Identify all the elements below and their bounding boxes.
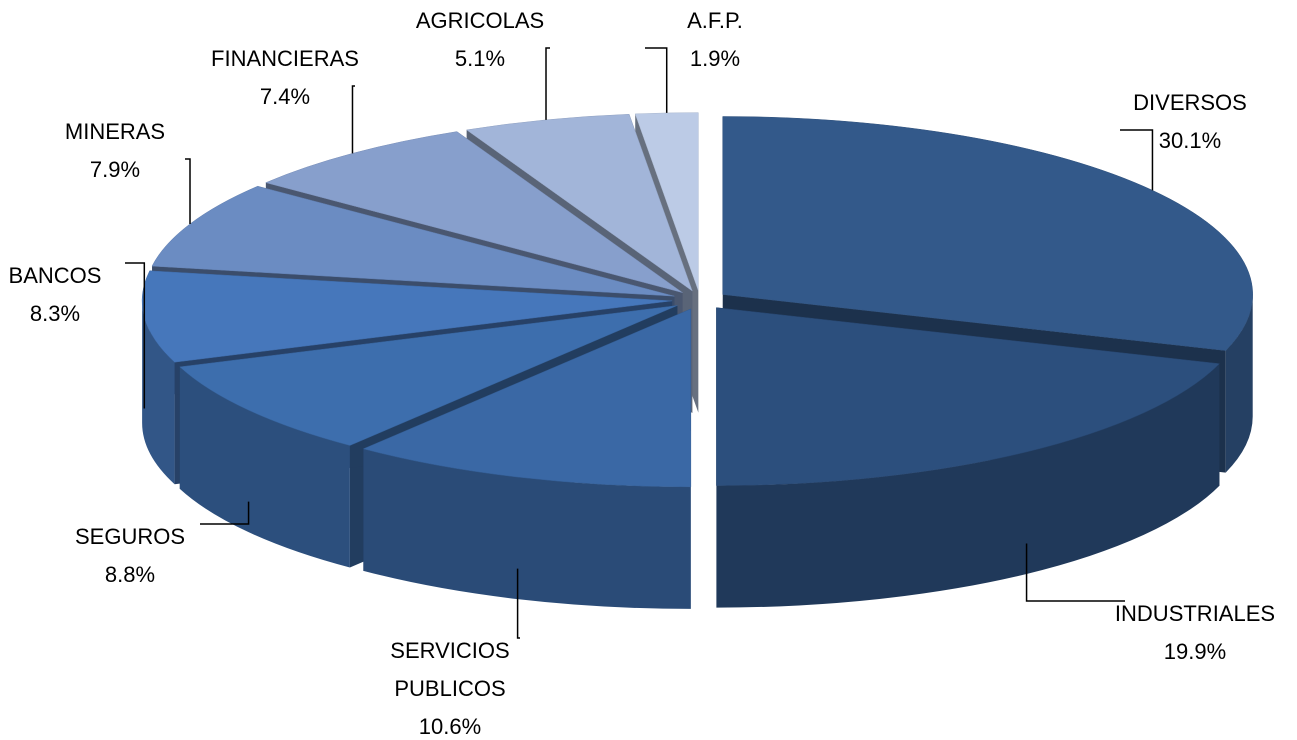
leader-line	[1025, 543, 1125, 602]
value-label: 7.4%	[260, 84, 310, 109]
slice-top	[265, 131, 683, 293]
leader-line	[1120, 129, 1154, 191]
slice-top	[716, 307, 1220, 486]
value-label: 8.3%	[30, 301, 80, 326]
category-label-line: INDUSTRIALES	[1115, 601, 1275, 626]
slice-side	[716, 363, 1220, 608]
slice-side	[1225, 294, 1253, 473]
slice	[362, 308, 692, 609]
slice-top	[362, 308, 692, 488]
leader-line	[645, 47, 668, 113]
leader-line	[351, 85, 355, 154]
category-label: BANCOS	[9, 263, 102, 288]
category-label: A.F.P.	[687, 8, 743, 33]
slice-top	[151, 185, 675, 297]
value-label: 10.6%	[419, 714, 481, 739]
slice-side	[142, 300, 175, 485]
slice-side	[363, 448, 691, 609]
leader-line	[516, 568, 520, 639]
category-label: MINERAS	[65, 119, 165, 144]
category-label-line: A.F.P.	[687, 8, 743, 33]
leader-line	[185, 158, 191, 224]
category-label-line: MINERAS	[65, 119, 165, 144]
category-label-line: AGRICOLAS	[416, 8, 544, 33]
category-label-line: PUBLICOS	[394, 676, 505, 701]
value-label: 30.1%	[1159, 128, 1221, 153]
slice-top	[465, 113, 693, 292]
leader-line	[545, 47, 550, 120]
value-label: 5.1%	[455, 46, 505, 71]
slice-top	[179, 305, 678, 446]
slice	[716, 307, 1220, 608]
slice-top	[634, 112, 699, 291]
category-label: SEGUROS	[75, 524, 185, 549]
category-label-line: FINANCIERAS	[211, 46, 359, 71]
category-label: INDUSTRIALES	[1115, 601, 1275, 626]
leader-line	[125, 262, 146, 409]
slice-top	[722, 116, 1253, 351]
slice-side	[179, 366, 350, 568]
category-label-line: SEGUROS	[75, 524, 185, 549]
category-label: AGRICOLAS	[416, 8, 544, 33]
category-label: FINANCIERAS	[211, 46, 359, 71]
category-label: SERVICIOS PUBLICOS	[390, 638, 509, 701]
leader-line	[200, 501, 250, 525]
category-label-line: DIVERSOS	[1133, 90, 1247, 115]
category-label-line: BANCOS	[9, 263, 102, 288]
category-label-line: SERVICIOS	[390, 638, 509, 663]
category-label: DIVERSOS	[1133, 90, 1247, 115]
value-label: 7.9%	[90, 157, 140, 182]
value-label: 8.8%	[105, 562, 155, 587]
value-label: 1.9%	[690, 46, 740, 71]
value-label: 19.9%	[1164, 639, 1226, 664]
